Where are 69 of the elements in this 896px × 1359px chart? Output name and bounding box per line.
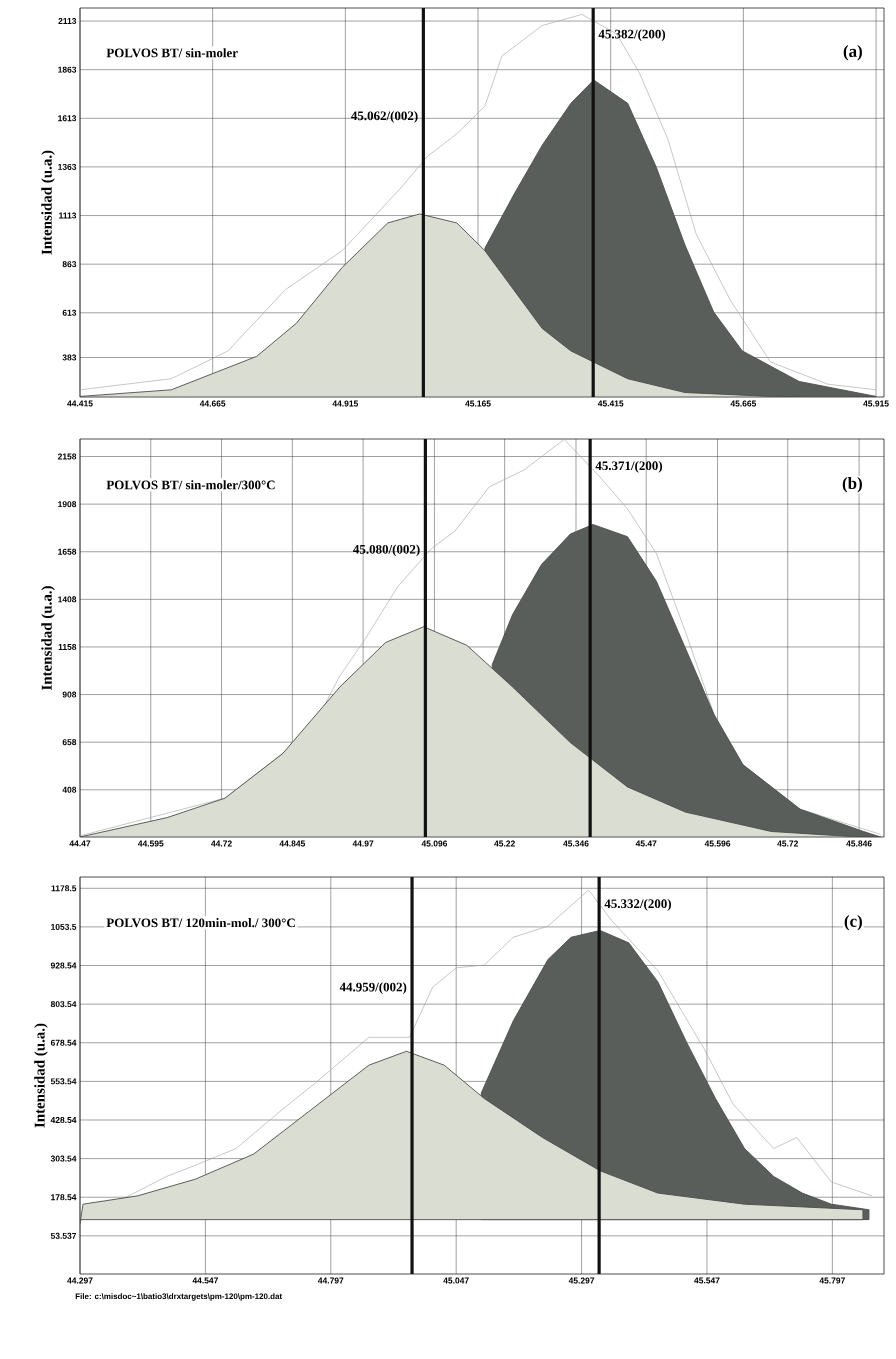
y-tick-label: 1053.5 [51,923,77,930]
x-tick-label: 45.297 [568,1277,595,1284]
line-series [80,889,873,1222]
y-tick-label: 1408 [58,596,77,603]
x-tick-label: 45.47 [635,840,657,847]
y-tick-label: 53.537 [50,1232,77,1239]
y-tick-label: 1908 [58,501,77,508]
ref-line-label: 45.062/(002) [351,111,418,123]
y-tick-label: 1113 [59,212,77,219]
x-tick-label: 44.665 [199,400,226,407]
x-tick-label: 44.297 [67,1277,93,1284]
text: POLVOS BT/ sin-moler [106,48,238,58]
y-axis-title: Intensidad (u.a.) [34,1023,48,1128]
y-tick-label: 2158 [57,453,77,460]
y-tick-label: 928.54 [50,962,77,969]
y-tick-label: 1863 [58,66,77,73]
y-tick-label: 1613 [58,115,77,122]
x-tick-label: 44.845 [279,840,306,847]
x-tick-label: 44.72 [211,840,232,847]
x-tick-label: 45.047 [443,1277,469,1284]
text: POLVOS BT/ 120min-mol./ 300°C [106,918,295,928]
y-tick-label: 2113 [58,18,77,25]
y-tick-label: 1158 [58,643,77,650]
y-tick-label: 908 [62,691,77,698]
x-tick-label: 45.415 [597,400,624,407]
x-tick-label: 44.47 [69,840,91,847]
x-tick-label: 44.97 [352,840,374,847]
y-tick-label: 303.54 [50,1155,77,1162]
x-tick-label: 45.846 [846,840,872,847]
annotation: (c) [844,914,862,931]
y-tick-label: 178.54 [51,1194,77,1201]
ref-line-label: 45.371/(200) [595,461,663,473]
y-tick-label: 803.54 [50,1001,77,1008]
x-tick-label: 44.415 [67,400,93,407]
x-tick-label: 45.596 [704,840,731,847]
x-tick-label: 45.797 [819,1277,845,1284]
x-tick-label: 45.665 [730,400,757,407]
y-tick-label: 383 [62,354,77,361]
ref-line-label: 45.332/(200) [604,898,672,911]
y-axis-title: Intensidad (u.a.) [41,150,55,255]
x-tick-label: 44.915 [332,400,359,407]
annotation: (a) [843,45,862,61]
y-tick-label: 553.54 [50,1078,77,1085]
y-axis-title: Intensidad (u.a.) [41,586,55,691]
y-tick-label: 678.54 [50,1039,77,1046]
x-tick-label: 44.547 [192,1277,218,1284]
x-tick-label: 44.797 [317,1277,344,1284]
x-tick-label: 45.547 [694,1277,720,1284]
text: POLVOS BT/ sin-moler/300°C [106,480,275,490]
y-tick-label: 408 [62,786,77,793]
x-tick-label: 45.915 [863,400,889,407]
y-tick-label: 428.54 [50,1117,77,1123]
y-tick-label: 863 [62,261,77,268]
x-tick-label: 45.096 [421,840,448,847]
ref-line-label: 45.080/(002) [353,544,420,557]
x-tick-label: 45.72 [777,840,799,847]
x-tick-label: 45.22 [494,840,515,847]
x-tick-label: 45.165 [465,400,491,407]
y-tick-label: 658 [62,739,77,746]
y-tick-label: 1658 [58,548,77,555]
x-tick-label: 45.346 [563,840,589,847]
x-tick-label: 44.595 [137,840,164,847]
line-series [80,14,877,391]
ref-line-label: 45.382/(200) [598,29,666,42]
y-tick-label: 1363 [58,163,77,170]
ref-line-label: 44.959/(002) [339,982,407,995]
y-tick-label: 1178.5 [51,885,77,892]
annotation: (b) [842,477,862,493]
y-tick-label: 613 [62,309,77,316]
